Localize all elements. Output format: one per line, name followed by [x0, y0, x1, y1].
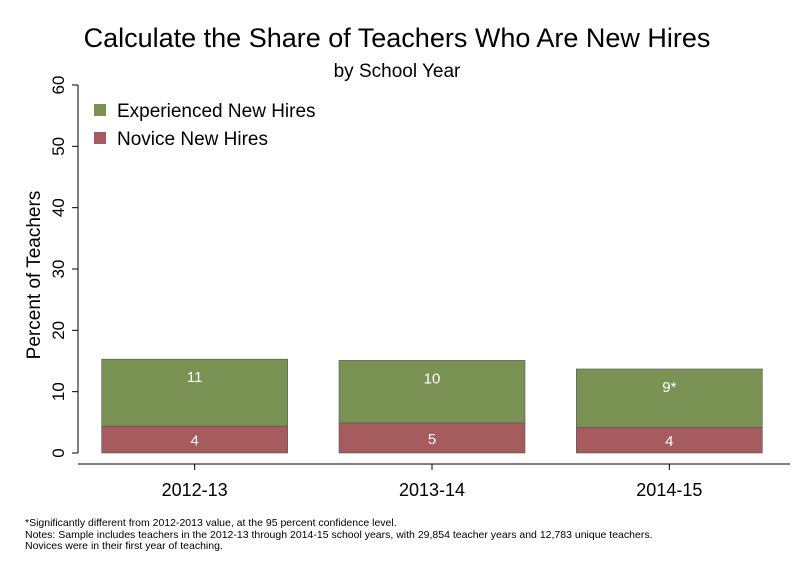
x-tick-label: 2012-13 [162, 480, 228, 500]
novice-note: Novices were in their first year of teac… [25, 540, 223, 552]
legend-swatch [94, 104, 106, 116]
legend: Experienced New Hires Novice New Hires [94, 101, 316, 150]
bar-experienced [338, 360, 526, 424]
y-tick-label: 40 [49, 198, 68, 217]
bar-value-label: 5 [428, 431, 436, 448]
y-tick-label: 10 [49, 382, 68, 401]
bar-value-label: 10 [424, 370, 441, 387]
legend-label: Experienced New Hires [117, 101, 316, 122]
y-tick-label: 0 [49, 448, 68, 457]
chart-title: Calculate the Share of Teachers Who Are … [84, 23, 711, 53]
y-tick-label: 20 [49, 321, 68, 340]
bar-value-label: 11 [187, 369, 203, 386]
chart-notes: *Significantly different from 2012-2013 … [25, 517, 785, 553]
bar-experienced [101, 358, 288, 427]
chart-subtitle: by School Year [334, 61, 461, 82]
y-axis-label: Percent of Teachers [24, 191, 45, 360]
bar-value-label: 4 [665, 433, 673, 450]
bars: 4 11 5 10 4 9* [101, 358, 763, 454]
significance-note: *Significantly different from 2012-2013 … [25, 517, 397, 529]
y-tick-label: 60 [49, 76, 68, 95]
y-tick-label: 30 [49, 260, 68, 279]
y-tick-label: 50 [49, 137, 68, 156]
x-tick-label: 2014-15 [636, 480, 702, 500]
sample-note: Notes: Sample includes teachers in the 2… [25, 528, 653, 541]
bar-novice [338, 422, 526, 454]
bar-novice [576, 426, 763, 454]
bar-value-label: 4 [190, 433, 198, 450]
bar-experienced [576, 368, 763, 428]
x-tick-label: 2013-14 [399, 480, 465, 500]
legend-label: Novice New Hires [117, 129, 268, 150]
bar-value-label: 9* [662, 379, 676, 396]
axes: 0 10 20 30 40 50 60 2012-13 2013-14 2014-15 [49, 76, 790, 500]
bar-novice [101, 425, 288, 454]
legend-swatch [94, 132, 106, 144]
